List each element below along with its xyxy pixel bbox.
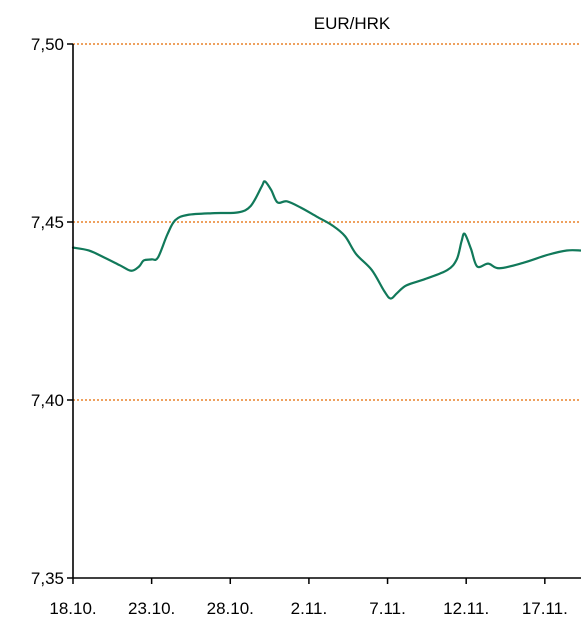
x-tick-label: 2.11. — [291, 599, 328, 618]
x-tick-label: 12.11. — [443, 599, 489, 618]
x-tick-label: 18.10. — [49, 599, 96, 618]
y-axis-ticks: 7,35 7,40 7,45 7,50 — [31, 35, 73, 588]
y-tick-label: 7,35 — [31, 569, 64, 588]
chart-title: EUR/HRK — [314, 14, 391, 33]
x-tick-label: 17.11. — [522, 599, 568, 618]
x-axis-ticks: 18.10. 23.10. 28.10. 2.11. 7.11. 12.11. 17.11. — [49, 578, 568, 618]
y-tick-label: 7,40 — [31, 391, 64, 410]
y-tick-label: 7,45 — [31, 213, 64, 232]
series-line-eur-hrk — [71, 180, 581, 300]
x-tick-label: 28.10. — [207, 599, 254, 618]
y-tick-label: 7,50 — [31, 35, 64, 54]
x-tick-label: 23.10. — [128, 599, 175, 618]
x-tick-label: 7.11. — [369, 599, 406, 618]
